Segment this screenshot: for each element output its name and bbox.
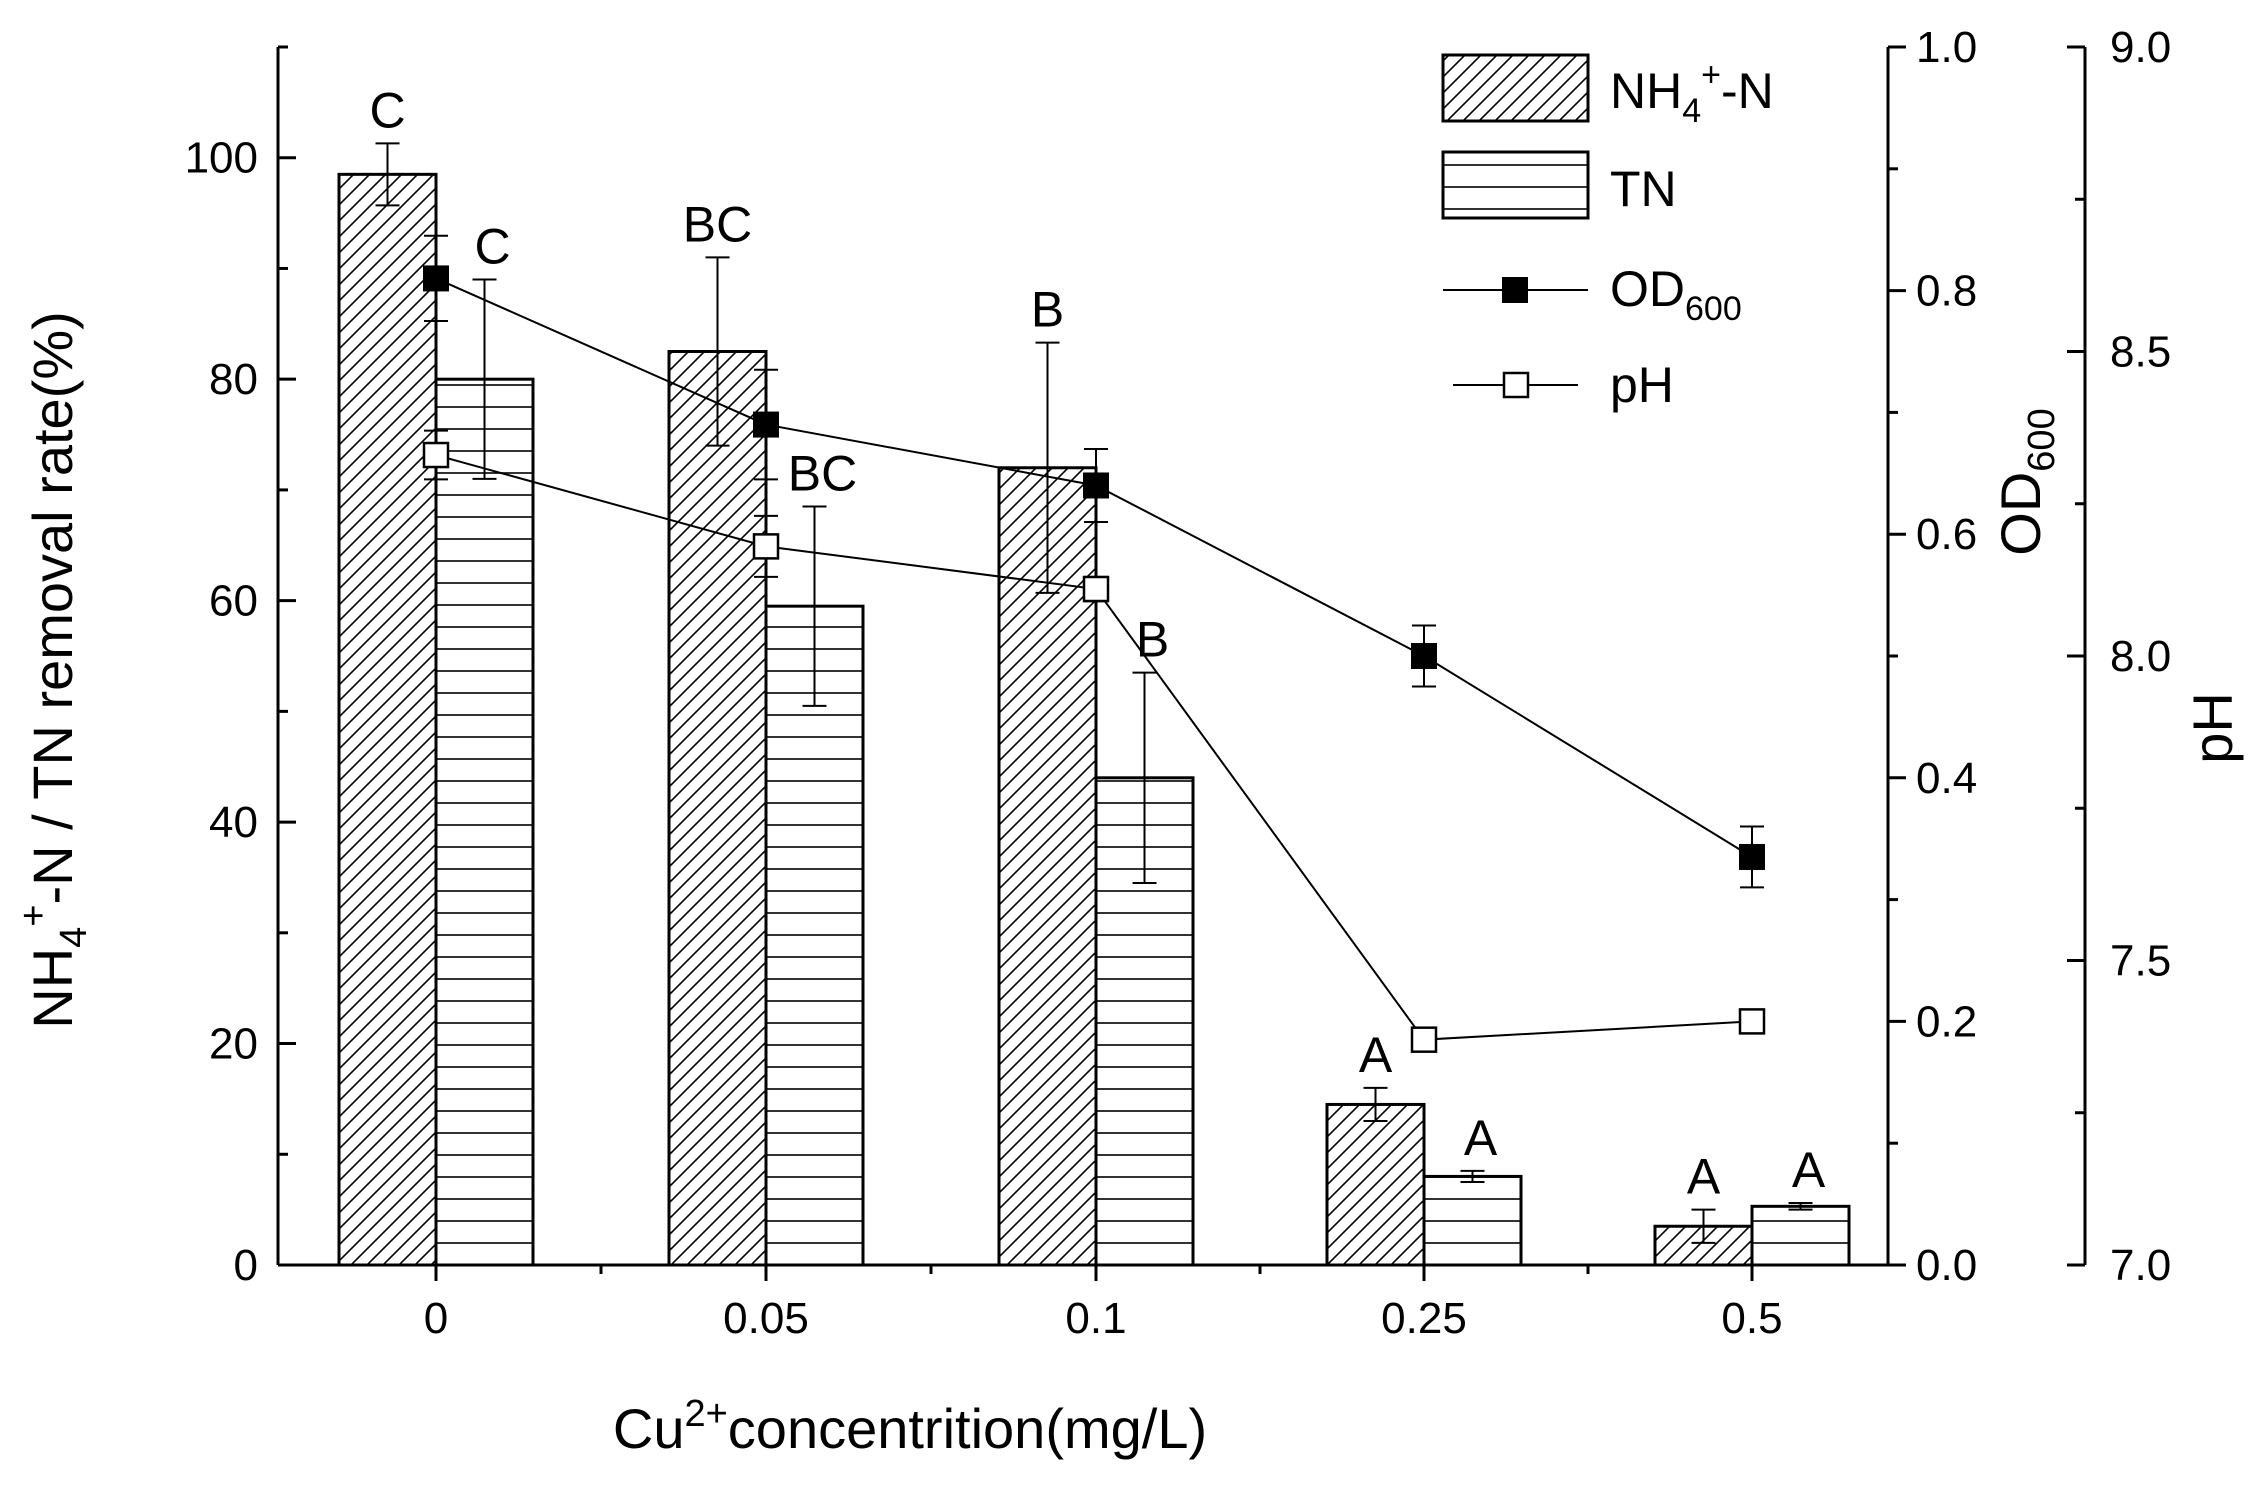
od-tick-label: 0.6	[1916, 510, 1977, 559]
legend-marker-od600	[1502, 277, 1528, 303]
x-tick-label: 0.5	[1721, 1294, 1782, 1343]
od-tick-label: 0.8	[1916, 267, 1977, 316]
left-tick-label: 0	[234, 1241, 258, 1290]
bar-tn	[1422, 1174, 1523, 1267]
sig-label: A	[1687, 1149, 1721, 1205]
bar-tn	[764, 604, 865, 1267]
x-axis: 0 0.05 0.1 0.25 0.5	[278, 1263, 1888, 1343]
od-tick-label: 0.2	[1916, 997, 1977, 1046]
lines-layer	[422, 234, 1766, 1053]
legend: NH4+-N TN OD600 pH	[1441, 53, 1774, 413]
od-axis: 0.0 0.2 0.4 0.6 0.8 1.0	[1886, 23, 1977, 1290]
left-tick-label: 20	[209, 1020, 258, 1069]
left-tick-label: 60	[209, 577, 258, 626]
ph-tick-label: 8.0	[2110, 632, 2171, 681]
marker-ph	[422, 441, 450, 469]
x-tick-label: 0.05	[723, 1294, 809, 1343]
sig-label: A	[1464, 1110, 1498, 1166]
od-tick-label: 1.0	[1916, 23, 1977, 72]
left-tick-label: 100	[185, 134, 258, 183]
ph-tick-label: 8.5	[2110, 328, 2171, 377]
left-y-axis: 0 20 40 60 80 100	[185, 45, 296, 1290]
marker-od600	[1739, 843, 1765, 870]
marker-ph	[1738, 1008, 1766, 1035]
ph-tick-label: 7.5	[2110, 937, 2171, 986]
x-tick-label: 0.25	[1381, 1294, 1467, 1343]
legend-marker-ph	[1502, 371, 1530, 399]
left-axis-title: NH4+-N / TN removal rate(%)	[13, 311, 95, 1029]
sig-label: BC	[788, 446, 857, 502]
sig-label: A	[1359, 1027, 1393, 1083]
sig-label: B	[1031, 282, 1064, 338]
od-axis-title: OD600	[1989, 408, 2063, 555]
ph-axis: 7.0 7.5 8.0 8.5 9.0	[2067, 23, 2171, 1290]
x-tick-label: 0.1	[1065, 1294, 1126, 1343]
legend-swatch-nh4	[1441, 53, 1590, 123]
marker-ph	[1410, 1026, 1438, 1053]
left-tick-label: 40	[209, 798, 258, 847]
ph-tick-label: 7.0	[2110, 1241, 2171, 1290]
marker-od600	[753, 411, 779, 438]
legend-label-tn: TN	[1610, 161, 1677, 217]
x-tick-label: 0	[424, 1294, 448, 1343]
bar-tn	[434, 377, 535, 1267]
sig-label: A	[1792, 1142, 1826, 1198]
sig-label: C	[474, 219, 510, 275]
od-tick-label: 0.4	[1916, 754, 1977, 803]
marker-od600	[1083, 472, 1109, 499]
significance-labels: C BC B A A C BC B A A	[369, 82, 1825, 1204]
legend-swatch-tn	[1441, 150, 1590, 220]
left-tick-label: 80	[209, 355, 258, 404]
bar-tn	[1750, 1204, 1851, 1267]
marker-od600	[1411, 643, 1437, 669]
bar-nh4	[667, 350, 768, 1267]
ph-tick-label: 9.0	[2110, 23, 2171, 72]
ph-axis-title: pH	[2181, 692, 2244, 764]
sig-label: B	[1136, 612, 1169, 668]
legend-label-od600: OD600	[1610, 261, 1742, 328]
bar-nh4	[337, 172, 438, 1267]
bar-nh4	[997, 466, 1098, 1267]
marker-ph	[752, 533, 780, 560]
bar-nh4	[1325, 1102, 1426, 1267]
sig-label: BC	[683, 196, 752, 252]
bars-layer	[337, 142, 1851, 1267]
x-axis-title: Cu2+concentrition(mg/L)	[613, 1393, 1207, 1460]
sig-label: C	[369, 82, 405, 138]
legend-label-ph: pH	[1610, 357, 1674, 413]
marker-ph	[1082, 575, 1110, 603]
marker-od600	[423, 265, 449, 292]
od-tick-label: 0.0	[1916, 1241, 1977, 1290]
legend-label-nh4: NH4+-N	[1610, 56, 1774, 130]
